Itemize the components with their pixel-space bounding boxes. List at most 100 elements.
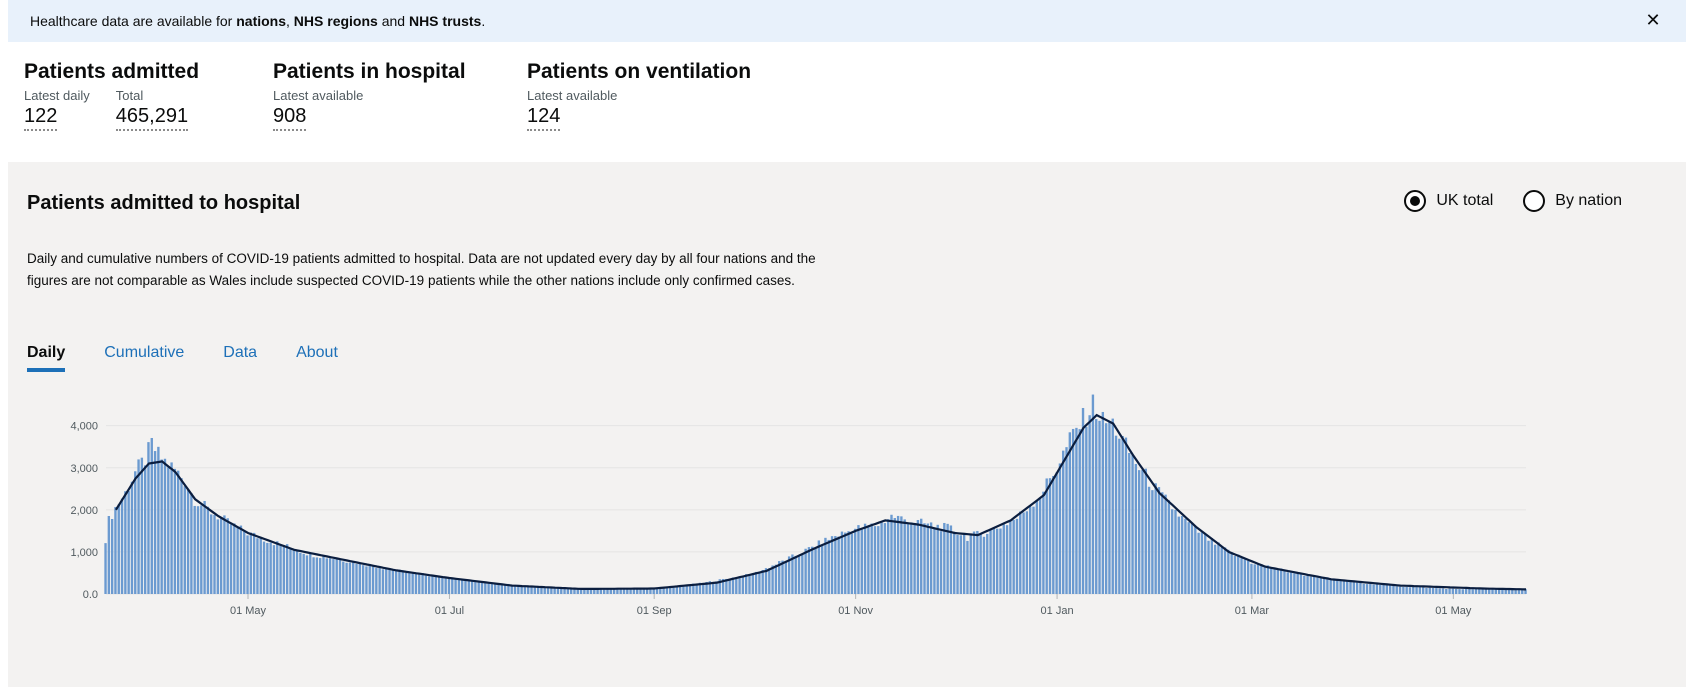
daily-bar bbox=[827, 539, 830, 594]
daily-bar bbox=[1233, 556, 1237, 594]
daily-bar bbox=[890, 514, 893, 594]
daily-bar bbox=[454, 579, 457, 594]
daily-bar bbox=[315, 557, 319, 594]
daily-bar bbox=[741, 576, 745, 594]
daily-bar bbox=[1365, 584, 1369, 594]
daily-bar bbox=[494, 583, 497, 594]
daily-bar bbox=[279, 544, 282, 594]
daily-bar bbox=[880, 521, 883, 594]
daily-bar bbox=[731, 577, 735, 594]
daily-bar bbox=[1425, 588, 1428, 594]
daily-bar bbox=[1481, 588, 1484, 594]
metric-value[interactable]: 124 bbox=[527, 105, 561, 131]
banner-sep: , bbox=[286, 13, 294, 29]
daily-bar bbox=[665, 587, 669, 594]
daily-bar bbox=[427, 576, 431, 594]
radio-unchecked-icon[interactable] bbox=[1523, 190, 1546, 212]
daily-bar bbox=[1359, 582, 1362, 594]
daily-bar bbox=[850, 533, 854, 594]
daily-bar bbox=[1240, 558, 1243, 594]
daily-bar bbox=[784, 560, 787, 594]
daily-bar bbox=[715, 581, 718, 594]
daily-bar bbox=[517, 585, 520, 594]
banner-link-nhs-regions[interactable]: NHS regions bbox=[293, 13, 378, 29]
daily-bar bbox=[236, 526, 239, 594]
daily-bar bbox=[887, 519, 890, 594]
daily-bar bbox=[1078, 429, 1081, 594]
daily-bar bbox=[120, 498, 124, 594]
daily-bar bbox=[1421, 587, 1425, 594]
daily-bar bbox=[289, 547, 292, 594]
daily-bar bbox=[322, 555, 325, 594]
radio-uk-total[interactable]: UK total bbox=[1404, 190, 1493, 212]
daily-bar bbox=[708, 581, 712, 594]
tab-daily[interactable]: Daily bbox=[27, 344, 66, 372]
daily-bar bbox=[576, 588, 579, 594]
daily-bar bbox=[487, 582, 490, 594]
daily-bar bbox=[319, 558, 322, 594]
daily-bar bbox=[461, 579, 464, 594]
daily-bar bbox=[672, 585, 675, 594]
daily-bar bbox=[655, 587, 659, 594]
daily-bar bbox=[127, 491, 130, 594]
daily-bar bbox=[210, 514, 213, 594]
daily-bar bbox=[437, 575, 441, 594]
radio-checked-icon[interactable] bbox=[1404, 190, 1427, 212]
tab-data[interactable]: Data bbox=[223, 344, 258, 361]
daily-bar bbox=[1415, 587, 1418, 594]
tab-about[interactable]: About bbox=[296, 344, 338, 361]
tab-cumulative[interactable]: Cumulative bbox=[104, 344, 185, 361]
daily-bar bbox=[1332, 578, 1336, 594]
daily-bar bbox=[1263, 565, 1266, 594]
banner-link-nations[interactable]: nations bbox=[236, 13, 287, 29]
daily-bar bbox=[738, 576, 741, 594]
daily-bar bbox=[285, 544, 289, 594]
daily-bar bbox=[124, 491, 127, 594]
daily-bar bbox=[1101, 411, 1105, 594]
daily-bar bbox=[1441, 588, 1445, 594]
headline-title: Patients in hospital bbox=[273, 60, 466, 83]
daily-bar bbox=[678, 585, 682, 594]
daily-bar bbox=[1484, 589, 1488, 594]
metric-value[interactable]: 122 bbox=[24, 105, 58, 131]
daily-bar bbox=[216, 519, 219, 594]
daily-bar bbox=[378, 567, 381, 594]
daily-bar bbox=[877, 526, 880, 594]
daily-bar bbox=[1029, 506, 1032, 594]
daily-bar bbox=[193, 505, 196, 594]
daily-bar bbox=[860, 528, 863, 594]
daily-bar bbox=[1408, 587, 1412, 594]
daily-bar bbox=[900, 516, 903, 594]
daily-bar bbox=[721, 578, 725, 594]
daily-bar bbox=[642, 588, 645, 594]
daily-bar bbox=[774, 564, 778, 594]
daily-bar bbox=[312, 557, 315, 594]
chart-x-ticks: 01 May 01 Jul 01 Sep 01 Nov 01 Jan 01 Mar 01 M… bbox=[230, 594, 1472, 617]
daily-bar bbox=[375, 568, 378, 594]
daily-bar bbox=[913, 523, 916, 594]
daily-bar bbox=[688, 584, 692, 594]
banner-link-nhs-trusts[interactable]: NHS trusts bbox=[408, 13, 482, 29]
daily-bar bbox=[1065, 447, 1068, 594]
daily-bar bbox=[1230, 552, 1233, 594]
daily-bar bbox=[804, 548, 807, 594]
metric-value[interactable]: 465,291 bbox=[115, 105, 189, 131]
daily-bar bbox=[1379, 584, 1382, 594]
daily-bar bbox=[1174, 509, 1177, 594]
daily-bar bbox=[566, 588, 570, 594]
daily-bar bbox=[735, 577, 738, 594]
close-icon[interactable]: ✕ bbox=[1645, 9, 1661, 30]
daily-bar bbox=[669, 586, 672, 594]
radio-by-nation[interactable]: By nation bbox=[1523, 190, 1622, 212]
daily-bar bbox=[933, 527, 936, 594]
daily-bar bbox=[556, 588, 560, 594]
daily-bar bbox=[853, 528, 857, 594]
daily-bar bbox=[1478, 588, 1481, 594]
daily-bar bbox=[1114, 435, 1118, 594]
daily-bar bbox=[1098, 420, 1101, 594]
daily-bar bbox=[857, 525, 860, 594]
x-tick-label: 01 Jul bbox=[435, 605, 464, 617]
daily-bar bbox=[147, 442, 150, 594]
metric-value[interactable]: 908 bbox=[273, 105, 307, 131]
daily-bar bbox=[418, 573, 421, 594]
